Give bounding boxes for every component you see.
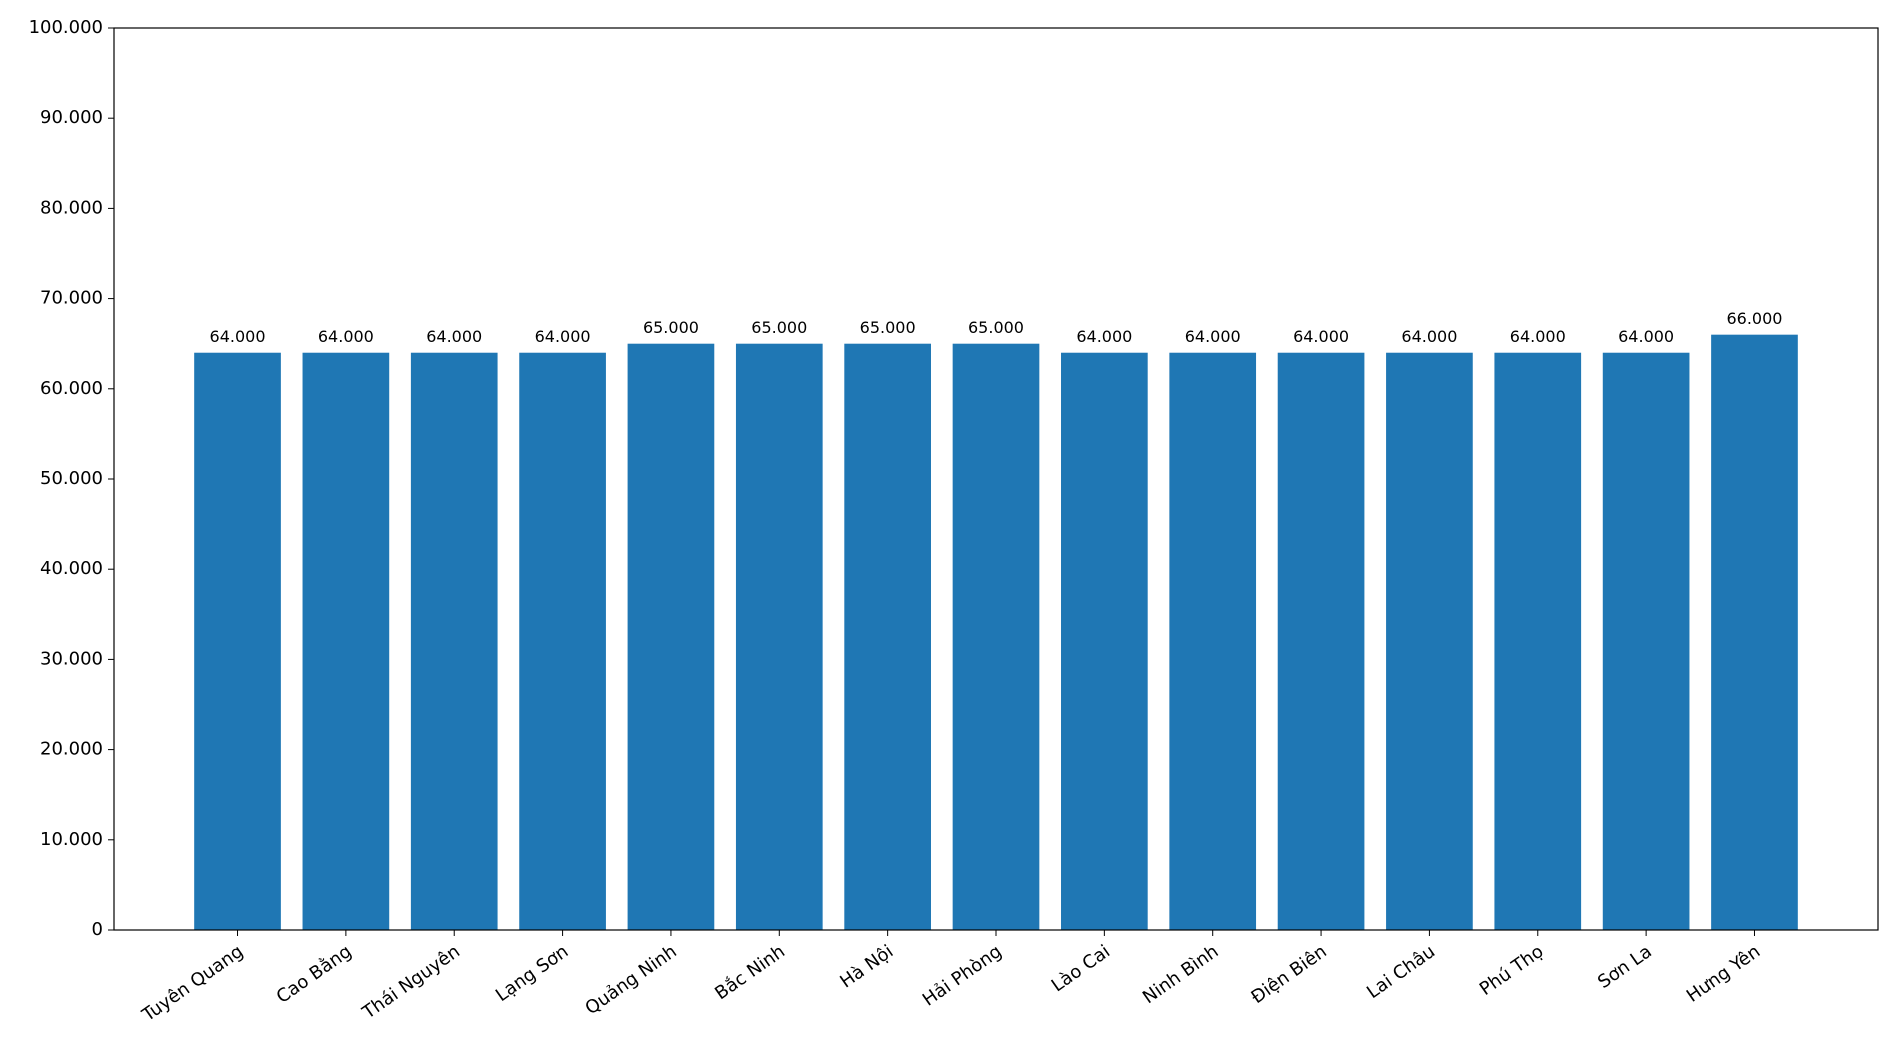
y-tick-label: 10.000	[40, 829, 103, 850]
x-tick-label: Phú Thọ	[1476, 941, 1548, 1000]
x-tick-label: Cao Bằng	[273, 941, 356, 1008]
value-label: 64.000	[1510, 327, 1566, 346]
y-tick-label: 0	[92, 919, 103, 940]
y-tick-label: 50.000	[40, 468, 103, 489]
bar	[1494, 352, 1582, 931]
value-label: 64.000	[1293, 327, 1349, 346]
bar	[1711, 334, 1798, 930]
y-tick-label: 30.000	[40, 648, 103, 669]
bar	[410, 352, 498, 931]
bar	[1061, 352, 1148, 931]
value-label: 64.000	[426, 327, 482, 346]
bar	[194, 352, 281, 931]
bar	[302, 352, 390, 931]
y-tick-label: 70.000	[40, 288, 103, 309]
value-label: 64.000	[535, 327, 591, 346]
x-tick-label: Sơn La	[1594, 941, 1656, 993]
value-label: 64.000	[1076, 327, 1132, 346]
x-tick-label: Thái Nguyên	[358, 941, 464, 1024]
x-tick-label: Lào Cai	[1048, 941, 1114, 996]
y-tick-label: 90.000	[40, 107, 103, 128]
value-label: 64.000	[318, 327, 374, 346]
plot-frame	[113, 27, 1879, 931]
bar	[952, 343, 1040, 930]
y-tick-label: 60.000	[40, 378, 103, 399]
x-tick-label: Bắc Ninh	[711, 941, 789, 1004]
x-tick-label: Quảng Ninh	[581, 941, 680, 1019]
value-label: 65.000	[643, 318, 699, 337]
bar	[1386, 352, 1473, 931]
bar	[844, 343, 931, 930]
x-tick-label: Hưng Yên	[1683, 941, 1764, 1007]
value-label: 66.000	[1726, 309, 1782, 328]
x-tick-label: Hà Nội	[836, 941, 897, 992]
value-label: 65.000	[968, 318, 1024, 337]
bar	[735, 343, 823, 930]
x-tick-label: Ninh Bình	[1139, 941, 1222, 1008]
x-tick-label: Lạng Sơn	[492, 941, 572, 1006]
bar	[1169, 352, 1257, 931]
x-tick-label: Tuyên Quang	[138, 941, 247, 1026]
value-label: 64.000	[1618, 327, 1674, 346]
bar	[519, 352, 606, 931]
bar	[1277, 352, 1365, 931]
y-tick-label: 80.000	[40, 197, 103, 218]
x-tick-label: Hải Phòng	[919, 941, 1006, 1011]
bar	[627, 343, 715, 930]
value-label: 65.000	[751, 318, 807, 337]
y-tick-label: 20.000	[40, 739, 103, 760]
x-tick-label: Lai Châu	[1363, 941, 1439, 1003]
y-tick-label: 100.000	[29, 17, 103, 38]
value-label: 65.000	[860, 318, 916, 337]
y-tick-label: 40.000	[40, 558, 103, 579]
bar	[1602, 352, 1690, 931]
x-tick-label: Điện Biên	[1247, 941, 1330, 1008]
value-label: 64.000	[1401, 327, 1457, 346]
value-label: 64.000	[210, 327, 266, 346]
value-label: 64.000	[1185, 327, 1241, 346]
